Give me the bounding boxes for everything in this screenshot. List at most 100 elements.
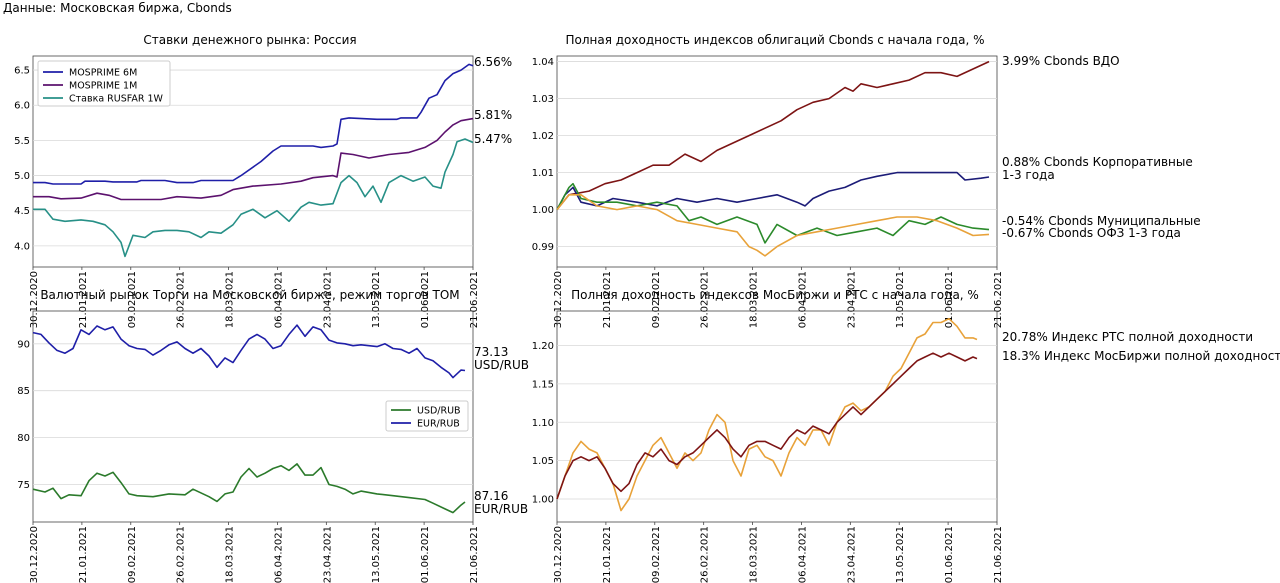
- series-line: [33, 138, 474, 258]
- y-tick-label: 1.00: [532, 494, 554, 505]
- series-end-label: 5.81%: [474, 108, 512, 122]
- x-tick-label: 21.01.2021: [78, 526, 89, 583]
- x-tick-label: 01.06.2021: [420, 526, 431, 583]
- legend-label: USD/RUB: [417, 406, 461, 417]
- x-tick-label: 01.06.2021: [944, 526, 955, 583]
- y-tick-label: 1.04: [532, 57, 554, 68]
- x-tick-label: 13.05.2021: [895, 526, 906, 583]
- x-tick-label: 06.04.2021: [797, 271, 808, 328]
- x-tick-label: 06.04.2021: [797, 526, 808, 583]
- legend-label: Ставка RUSFAR 1W: [69, 94, 164, 105]
- x-tick-label: 30.12.2020: [553, 526, 564, 583]
- y-tick-label: 4.0: [14, 241, 30, 252]
- series-line: [32, 463, 466, 514]
- x-tick-label: 30.12.2020: [29, 526, 40, 583]
- x-tick-label: 26.02.2021: [176, 271, 187, 328]
- x-tick-label: 06.04.2021: [273, 526, 284, 583]
- legend-label: EUR/RUB: [417, 419, 460, 430]
- series-end-label: 6.56%: [474, 55, 512, 69]
- plot-frame: [556, 310, 998, 523]
- x-tick-label: 21.01.2021: [78, 271, 89, 328]
- y-tick-label: 1.00: [532, 205, 554, 216]
- x-tick-label: 13.05.2021: [895, 271, 906, 328]
- y-tick-label: 1.10: [532, 418, 554, 429]
- series-end-label: 5.47%: [474, 132, 512, 146]
- x-tick-label: 21.06.2021: [469, 271, 480, 328]
- x-tick-label: 21.06.2021: [993, 526, 1004, 583]
- x-tick-label: 23.04.2021: [322, 271, 333, 328]
- x-tick-label: 26.02.2021: [700, 271, 711, 328]
- y-tick-label: 5.0: [14, 171, 30, 182]
- series-end-label: 87.16: [474, 489, 508, 503]
- legend-label: MOSPRIME 1M: [69, 81, 137, 92]
- chart-title: Валютный рынок Торги на Московской бирже…: [40, 288, 459, 302]
- x-tick-label: 06.04.2021: [273, 271, 284, 328]
- series-line: [32, 324, 466, 379]
- source-note: Данные: Московская биржа, Cbonds: [3, 1, 232, 15]
- y-tick-label: 85: [17, 386, 30, 397]
- y-tick-label: 4.5: [14, 206, 30, 217]
- y-tick-label: 80: [17, 433, 30, 444]
- panel-fx: Валютный рынок Торги на Московской бирже…: [17, 288, 529, 583]
- series-end-label: 20.78% Индекс РТС полной доходности: [1002, 330, 1253, 344]
- x-tick-label: 18.03.2021: [749, 526, 760, 583]
- series-line: [556, 60, 990, 211]
- y-tick-label: 1.02: [532, 131, 554, 142]
- y-tick-label: 0.99: [532, 242, 554, 253]
- x-tick-label: 30.12.2020: [29, 271, 40, 328]
- x-tick-label: 23.04.2021: [322, 526, 333, 583]
- series-end-label: 18.3% Индекс МосБиржи полной доходности: [1002, 349, 1280, 363]
- legend-label: MOSPRIME 6M: [69, 68, 137, 79]
- series-line: [556, 171, 990, 210]
- x-tick-label: 21.06.2021: [469, 526, 480, 583]
- series-end-label: 0.88% Cbonds Корпоративные: [1002, 155, 1193, 169]
- x-tick-label: 13.05.2021: [371, 526, 382, 583]
- y-tick-label: 1.03: [532, 94, 554, 105]
- y-tick-label: 5.5: [14, 136, 30, 147]
- plot-frame: [32, 55, 474, 268]
- x-tick-label: 18.03.2021: [225, 271, 236, 328]
- y-tick-label: 6.0: [14, 101, 30, 112]
- series-end-label: EUR/RUB: [474, 502, 528, 516]
- y-tick-label: 90: [17, 339, 30, 350]
- x-tick-label: 21.01.2021: [602, 271, 613, 328]
- x-tick-label: 18.03.2021: [225, 526, 236, 583]
- series-end-label: USD/RUB: [474, 358, 529, 372]
- series-end-label: 73.13: [474, 345, 508, 359]
- series-line: [556, 182, 990, 244]
- x-tick-label: 23.04.2021: [846, 526, 857, 583]
- x-tick-label: 09.02.2021: [651, 271, 662, 328]
- series-end-label: 1-3 года: [1002, 168, 1055, 182]
- panel-mm: Ставки денежного рынка: Россия 4.0 4.5 5.0 5…: [14, 33, 512, 328]
- series-line: [33, 63, 474, 185]
- plot-frame: [556, 55, 998, 268]
- x-tick-label: 01.06.2021: [420, 271, 431, 328]
- x-tick-label: 21.06.2021: [993, 271, 1004, 328]
- y-tick-label: 1.05: [532, 456, 554, 467]
- series-end-label: -0.54% Cbonds Муниципальные: [1002, 214, 1201, 228]
- x-tick-label: 09.02.2021: [127, 271, 138, 328]
- x-tick-label: 26.02.2021: [176, 526, 187, 583]
- chart-title: Полная доходность индексов облигаций Cbo…: [565, 33, 984, 47]
- x-tick-label: 30.12.2020: [553, 271, 564, 328]
- series-end-label: 3.99% Cbonds ВДО: [1002, 54, 1120, 68]
- y-tick-label: 1.01: [532, 168, 554, 179]
- x-tick-label: 18.03.2021: [749, 271, 760, 328]
- x-tick-label: 09.02.2021: [127, 526, 138, 583]
- x-tick-label: 26.02.2021: [700, 526, 711, 583]
- x-tick-label: 09.02.2021: [651, 526, 662, 583]
- chart-title: Ставки денежного рынка: Россия: [143, 33, 356, 47]
- series-line: [556, 194, 990, 257]
- x-tick-label: 23.04.2021: [846, 271, 857, 328]
- panel-eq: Полная доходность индексов МосБиржи и РТ…: [532, 288, 1280, 583]
- series-end-label: -0.67% Cbonds ОФЗ 1-3 года: [1002, 226, 1181, 240]
- x-tick-label: 21.01.2021: [602, 526, 613, 583]
- plot-frame: [32, 310, 474, 523]
- y-tick-label: 1.20: [532, 341, 554, 352]
- x-tick-label: 13.05.2021: [371, 271, 382, 328]
- series-line: [33, 117, 474, 201]
- y-tick-label: 1.15: [532, 379, 554, 390]
- chart-title: Полная доходность индексов МосБиржи и РТ…: [571, 288, 979, 302]
- series-line: [556, 352, 978, 500]
